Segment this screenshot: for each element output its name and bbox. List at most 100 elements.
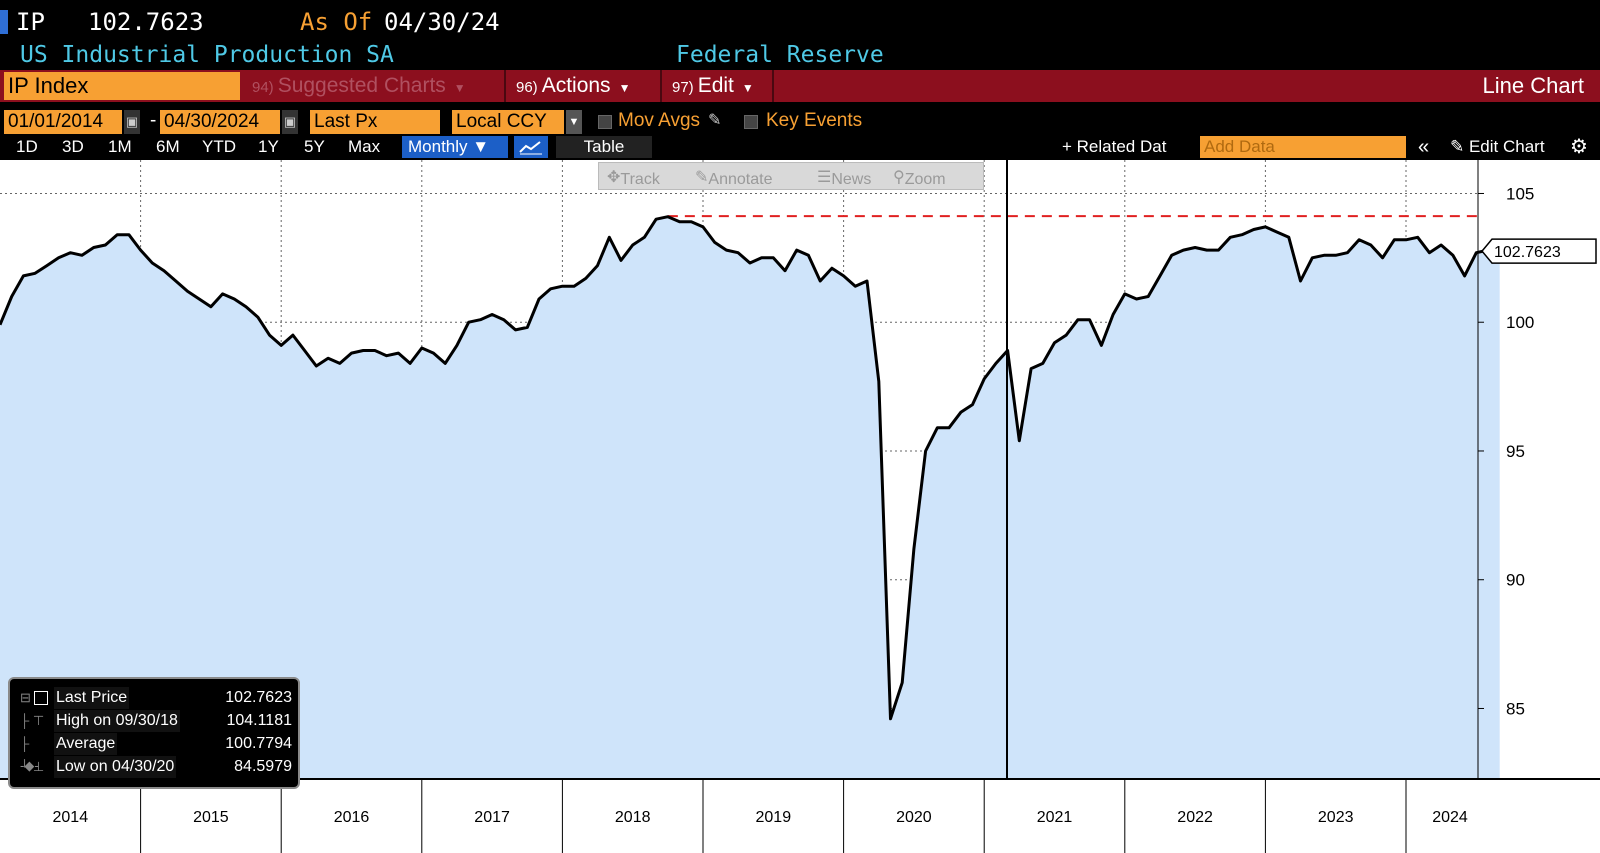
- security-name: US Industrial Production SA: [20, 42, 394, 68]
- edit-chart-button[interactable]: ✎ Edit Chart: [1450, 136, 1545, 158]
- menu-number: 96): [516, 79, 538, 96]
- line-chart[interactable]: 85 90 95 100 105 102.7623 2014 2015 2016 2017 2018…: [0, 160, 1600, 853]
- range-toolbar: 1D 3D 1M 6M YTD 1Y 5Y Max Monthly ▼ Tabl…: [0, 136, 1600, 160]
- legend-label: High on 09/30/18: [54, 710, 180, 732]
- menu-bar: IP Index 94) Suggested Charts ▼ 96) Actions…: [0, 70, 1600, 102]
- mov-avgs-checkbox[interactable]: [598, 115, 612, 129]
- focus-marker: [0, 10, 8, 34]
- series-swatch: [34, 691, 48, 705]
- track-tool[interactable]: ✥ Track: [607, 169, 660, 188]
- chart-area[interactable]: 85 90 95 100 105 102.7623 2014 2015 2016 2017 2018…: [0, 160, 1600, 853]
- tool-label: Track: [620, 171, 660, 188]
- add-data-input[interactable]: Add Data: [1200, 136, 1406, 158]
- legend-label: Average: [54, 733, 118, 755]
- currency-select[interactable]: Local CCY: [452, 110, 564, 134]
- key-events-label[interactable]: Key Events: [766, 110, 863, 131]
- as-of-label: As Of: [300, 8, 373, 36]
- start-date-input[interactable]: 01/01/2014: [4, 110, 122, 134]
- x-tick-label: 2019: [756, 809, 792, 826]
- legend-value: 84.5979: [234, 758, 292, 775]
- legend-value: 100.7794: [225, 735, 292, 752]
- last-value-label: 102.7623: [1494, 244, 1561, 261]
- x-tick-label: 2022: [1177, 809, 1213, 826]
- caret-down-icon: ▼: [741, 81, 754, 95]
- chart-type-label: Line Chart: [1482, 73, 1584, 98]
- security-input[interactable]: IP Index: [4, 72, 240, 100]
- x-tick-label: 2023: [1318, 809, 1354, 826]
- tool-label: Zoom: [904, 171, 946, 188]
- legend-row-average: ├ -◆- Average 100.7794: [10, 733, 302, 773]
- date-range-separator: -: [150, 110, 157, 131]
- menu-label: Suggested Charts: [277, 74, 446, 97]
- related-data-button[interactable]: + Related Dat: [1062, 137, 1167, 156]
- x-tick-label: 2017: [474, 809, 510, 826]
- range-ytd-button[interactable]: YTD: [202, 137, 236, 156]
- x-tick-label: 2015: [193, 809, 229, 826]
- range-5y-button[interactable]: 5Y: [304, 137, 325, 156]
- collapse-icon[interactable]: ⊟: [20, 690, 31, 705]
- range-1y-button[interactable]: 1Y: [258, 137, 279, 156]
- ticker-symbol[interactable]: IP: [16, 8, 45, 36]
- gear-icon[interactable]: ⚙: [1570, 136, 1588, 158]
- calendar-icon[interactable]: ▣: [124, 110, 140, 134]
- data-source: Federal Reserve: [676, 42, 884, 68]
- key-events-checkbox[interactable]: [744, 115, 758, 129]
- tool-label: News: [831, 171, 872, 188]
- menu-number: 94): [252, 79, 274, 96]
- range-1m-button[interactable]: 1M: [108, 137, 132, 156]
- series-line-last-price: [0, 215, 1500, 721]
- news-tool[interactable]: ☰ News: [817, 169, 872, 188]
- legend-row-high: ├ ⊤ High on 09/30/18 104.1181: [10, 710, 302, 732]
- x-tick-label: 2018: [615, 809, 651, 826]
- legend-row-low: └ ⊥ Low on 04/30/20 84.5979: [10, 756, 302, 778]
- zoom-tool[interactable]: ⚲ Zoom: [893, 169, 946, 188]
- average-marker-icon: ├ -◆-: [20, 736, 39, 773]
- menu-label: Edit: [697, 74, 734, 97]
- chevron-down-icon[interactable]: ▼: [566, 110, 582, 134]
- last-value-callout: [1481, 238, 1597, 264]
- chart-tools-bar: ✥ Track ✎ Annotate ☰ News ⚲ Zoom: [598, 162, 984, 190]
- chart-legend[interactable]: ⊟ Last Price 102.7623 ├ ⊤ High on 09/30/…: [8, 677, 300, 789]
- y-tick-label: 90: [1506, 571, 1525, 590]
- x-axis-background: [0, 780, 1600, 853]
- table-button[interactable]: Table: [556, 136, 652, 158]
- actions-menu[interactable]: 96) Actions ▼: [508, 70, 662, 102]
- periodicity-select[interactable]: Monthly ▼: [402, 136, 508, 158]
- y-tick-label: 95: [1506, 442, 1525, 461]
- legend-row-last: ⊟ Last Price 102.7623: [10, 687, 302, 709]
- x-tick-label: 2016: [334, 809, 370, 826]
- range-6m-button[interactable]: 6M: [156, 137, 180, 156]
- high-marker-icon: ├ ⊤: [20, 713, 45, 728]
- menu-label: Actions: [541, 74, 611, 97]
- legend-label: Low on 04/30/20: [54, 756, 177, 778]
- legend-value: 102.7623: [225, 689, 292, 706]
- y-tick-label: 105: [1506, 184, 1534, 203]
- caret-down-icon: ▼: [453, 81, 466, 95]
- end-date-input[interactable]: 04/30/2024: [160, 110, 280, 134]
- edit-menu[interactable]: 97) Edit ▼: [664, 70, 774, 102]
- mov-avgs-label[interactable]: Mov Avgs: [618, 110, 701, 131]
- range-1d-button[interactable]: 1D: [16, 137, 38, 156]
- calendar-icon[interactable]: ▣: [282, 110, 298, 134]
- annotate-tool[interactable]: ✎ Annotate: [695, 169, 773, 188]
- range-max-button[interactable]: Max: [348, 137, 381, 156]
- legend-label: Last Price: [54, 687, 130, 709]
- series-area-fill: [0, 216, 1500, 778]
- x-tick-label: 2014: [53, 809, 89, 826]
- line-chart-icon[interactable]: [514, 136, 548, 158]
- last-value: 102.7623: [88, 8, 204, 36]
- range-3d-button[interactable]: 3D: [62, 137, 84, 156]
- caret-down-icon: ▼: [618, 81, 631, 95]
- edit-chart-label: Edit Chart: [1468, 137, 1545, 156]
- suggested-charts-menu[interactable]: 94) Suggested Charts ▼: [244, 70, 506, 102]
- menu-number: 97): [672, 79, 694, 96]
- security-header: IP 102.7623 As Of 04/30/24: [0, 6, 1600, 38]
- field-select[interactable]: Last Px: [310, 110, 440, 134]
- collapse-chevron-icon[interactable]: «: [1418, 136, 1430, 158]
- legend-value: 104.1181: [226, 712, 292, 729]
- as-of-date: 04/30/24: [384, 8, 500, 36]
- low-marker-icon: └ ⊥: [20, 759, 45, 774]
- pencil-icon[interactable]: ✎: [708, 112, 722, 129]
- chart-settings-row: 01/01/2014 ▣ - 04/30/2024 ▣ Last Px Loca…: [0, 108, 1600, 136]
- security-subheader: US Industrial Production SA Federal Rese…: [0, 40, 1600, 70]
